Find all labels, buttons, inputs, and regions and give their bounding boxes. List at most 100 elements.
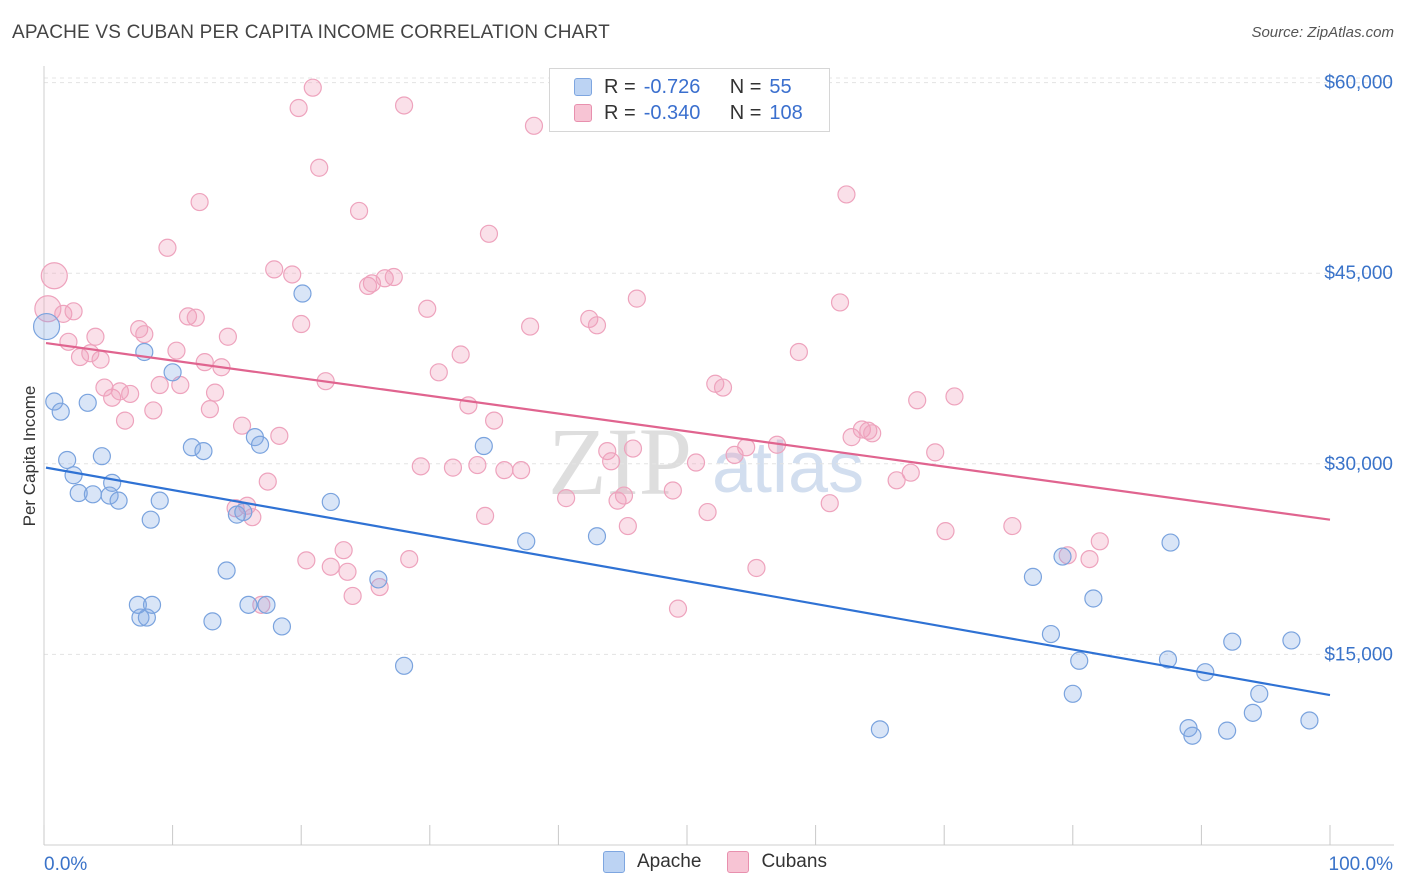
- cubans-point: [190, 192, 209, 212]
- cubans-point: [598, 441, 617, 461]
- apache-point: [51, 402, 70, 421]
- apache-point: [1300, 711, 1319, 730]
- cubans-legend-label: Cubans: [761, 851, 827, 872]
- cubans-n-label: N =: [729, 101, 762, 124]
- apache-point: [1243, 703, 1262, 722]
- cubans-point: [524, 116, 544, 135]
- apache-point: [203, 612, 222, 631]
- apache-point: [1053, 547, 1072, 566]
- cubans-point: [370, 577, 389, 597]
- cubans-point: [623, 439, 643, 458]
- apache-point: [1161, 533, 1180, 552]
- cubans-r-value: -0.340: [643, 101, 701, 124]
- cubans-point: [521, 317, 540, 336]
- apache-point: [1084, 589, 1103, 608]
- cubans-point: [475, 506, 495, 525]
- apache-legend-label: Apache: [637, 851, 702, 872]
- cubans-point: [863, 424, 882, 443]
- apache-point: [64, 466, 83, 485]
- cubans-point: [400, 549, 419, 569]
- cubans-point: [627, 289, 646, 308]
- cubans-point: [283, 265, 302, 284]
- cubans-swatch: [574, 104, 592, 122]
- cubans-point: [686, 453, 706, 472]
- cubans-point: [195, 353, 214, 372]
- legend-item-cubans[interactable]: Cubans: [727, 851, 827, 873]
- apache-point: [1023, 567, 1043, 586]
- apache-point: [239, 595, 258, 614]
- grid-lines: [44, 77, 1394, 655]
- y-tick-label: $30,000: [1324, 454, 1393, 475]
- cubans-point: [394, 96, 414, 115]
- legend-item-apache[interactable]: Apache: [603, 851, 701, 873]
- apache-point: [1250, 684, 1269, 703]
- cubans-point: [1090, 532, 1109, 551]
- cubans-point: [468, 455, 487, 475]
- cubans-point: [205, 383, 225, 402]
- cubans-point: [908, 391, 927, 410]
- cubans-point: [820, 494, 839, 513]
- series-legend: Apache Cubans: [603, 851, 853, 873]
- apache-point: [142, 595, 162, 614]
- apache-point: [293, 284, 312, 303]
- trend-lines: [45, 341, 1331, 697]
- cubans-point: [901, 463, 920, 482]
- y-tick-label: $15,000: [1324, 644, 1393, 665]
- cubans-legend-swatch: [727, 851, 750, 873]
- apache-point: [78, 393, 97, 412]
- cubans-point: [303, 78, 322, 97]
- cubans-point: [64, 302, 83, 321]
- apache-point: [272, 617, 292, 636]
- apache-point: [1282, 631, 1301, 650]
- cubans-point: [121, 384, 140, 404]
- apache-point: [234, 502, 253, 522]
- cubans-point: [349, 201, 369, 221]
- cubans-point: [243, 508, 262, 527]
- cubans-point: [479, 224, 499, 243]
- apache-point: [1223, 632, 1242, 651]
- cubans-point: [40, 262, 68, 290]
- cubans-trend-line: [45, 341, 1331, 521]
- legend-row-cubans: R = -0.340 N = 108: [574, 101, 803, 125]
- apache-point: [1041, 624, 1061, 644]
- apache-legend-swatch: [603, 851, 625, 873]
- apache-point: [141, 510, 160, 529]
- apache-point: [58, 450, 77, 470]
- source-label: Source: ZipAtlas.com: [1251, 24, 1394, 41]
- cubans-point: [842, 428, 861, 447]
- apache-point: [369, 570, 388, 589]
- apache-point: [100, 486, 119, 505]
- apache-point: [163, 363, 182, 382]
- cubans-point: [86, 327, 105, 346]
- axes: [43, 66, 1394, 846]
- cubans-point: [95, 378, 114, 397]
- cubans-point: [698, 502, 717, 522]
- cubans-point: [830, 293, 850, 312]
- watermark-atlas: atlas: [712, 428, 864, 508]
- cubans-point: [429, 363, 448, 382]
- cubans-point: [144, 401, 163, 420]
- apache-point: [1183, 726, 1202, 745]
- apache-points: [32, 284, 1319, 745]
- apache-point: [870, 720, 890, 739]
- cubans-point: [186, 308, 205, 327]
- apache-point: [45, 392, 64, 411]
- cubans-point: [614, 486, 634, 505]
- cubans-point: [158, 238, 177, 257]
- tick-labels: $15,000 $30,000 $45,000 $60,000 0.0% 100.0%: [44, 73, 1393, 875]
- apache-point: [1063, 684, 1082, 703]
- apache-point: [1218, 721, 1237, 740]
- apache-r-value: -0.726: [643, 75, 701, 98]
- cubans-point: [936, 522, 955, 541]
- cubans-point: [178, 307, 198, 326]
- cubans-point: [418, 299, 437, 318]
- apache-point: [83, 485, 102, 504]
- legend-row-apache: R = -0.726 N = 55: [574, 75, 792, 99]
- apache-point: [321, 492, 340, 512]
- cubans-point: [200, 400, 219, 419]
- cubans-point: [602, 452, 621, 471]
- apache-point: [587, 527, 607, 546]
- cubans-point: [668, 599, 688, 618]
- cubans-point: [270, 426, 289, 445]
- apache-point: [257, 595, 276, 614]
